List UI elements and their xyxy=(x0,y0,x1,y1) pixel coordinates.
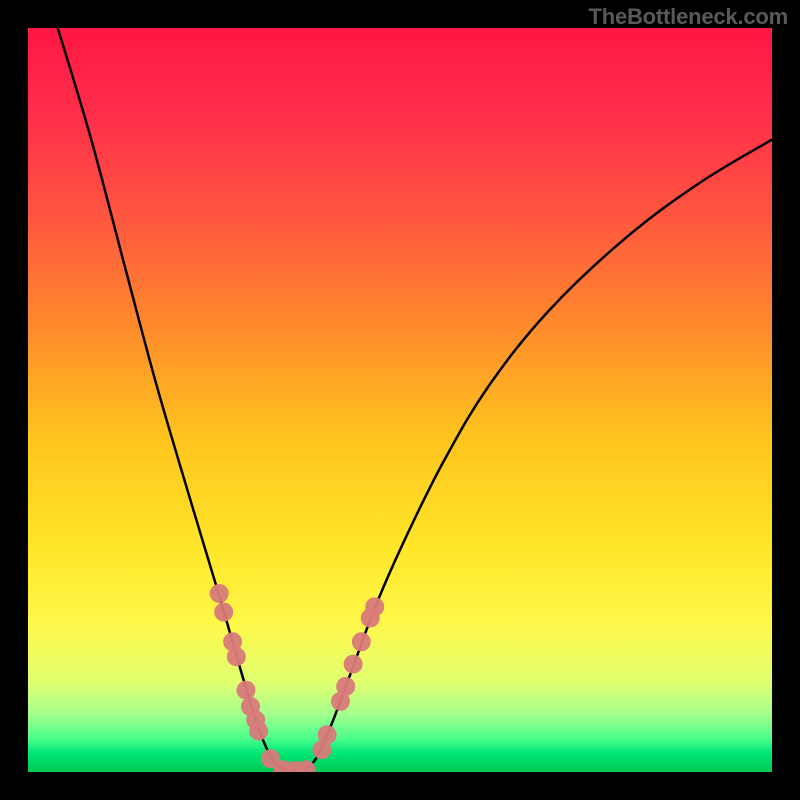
chart-frame: TheBottleneck.com xyxy=(0,0,800,800)
watermark-text: TheBottleneck.com xyxy=(588,4,788,30)
data-marker xyxy=(336,677,355,696)
data-marker xyxy=(352,632,371,651)
data-marker xyxy=(318,725,337,744)
data-marker xyxy=(227,647,246,666)
bottleneck-curve-layer xyxy=(28,28,772,772)
data-marker xyxy=(344,655,363,674)
data-marker xyxy=(249,722,268,741)
data-marker xyxy=(365,597,384,616)
bottleneck-curve xyxy=(58,28,772,771)
data-marker xyxy=(236,681,255,700)
data-marker xyxy=(214,603,233,622)
data-marker xyxy=(210,584,229,603)
plot-area xyxy=(28,28,772,772)
data-markers xyxy=(210,584,384,772)
